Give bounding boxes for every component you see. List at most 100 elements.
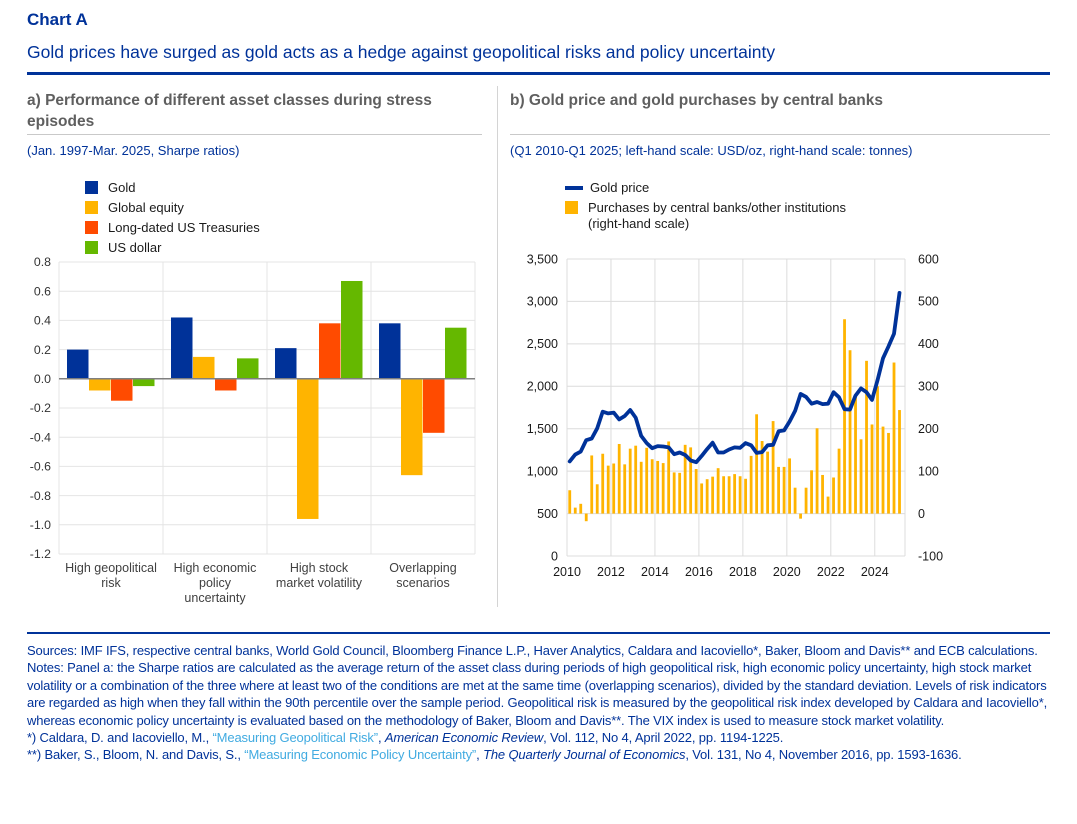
bar [573, 507, 577, 514]
bar [612, 463, 616, 514]
legend-item-purchases: Purchases by central banks/other institu… [565, 200, 1050, 232]
bar [865, 360, 868, 514]
footer-text: **) Baker, S., Bloom, N. and Davis, S., [27, 747, 245, 763]
footer-link[interactable]: “Measuring Geopolitical Risk” [212, 730, 379, 746]
svg-text:High geopolitical: High geopolitical [65, 561, 157, 575]
svg-text:0.2: 0.2 [34, 343, 51, 357]
bar [111, 378, 133, 401]
bar [623, 464, 627, 514]
legend-item-us-treasuries: Long-dated US Treasuries [85, 220, 482, 236]
svg-text:2020: 2020 [773, 565, 801, 579]
bar [705, 479, 709, 514]
footer-reference-2: **) Baker, S., Bloom, N. and Davis, S., … [27, 746, 1050, 763]
bar [843, 319, 846, 514]
us-dollar-swatch-icon [85, 241, 98, 254]
footer-text: Sources: IMF IFS, respective central ban… [27, 643, 1038, 658]
bar [694, 469, 698, 514]
bar [848, 350, 852, 514]
bar [678, 472, 682, 514]
svg-text:High stock: High stock [290, 561, 349, 575]
bar [738, 476, 742, 514]
us-treasuries-swatch-icon [85, 221, 98, 234]
bar [650, 459, 654, 514]
svg-text:-0.8: -0.8 [30, 489, 51, 503]
panels-row: a) Performance of different asset classe… [27, 83, 1050, 615]
bottom-rule [27, 632, 1050, 634]
purchases-swatch-icon [565, 201, 578, 214]
bar [275, 348, 297, 379]
right-axis-ticks: -100 0 100 200 300 400 500 600 [918, 252, 943, 563]
bar [133, 378, 155, 387]
bar [722, 476, 726, 514]
bar [67, 349, 89, 379]
panel-b-subtitle: (Q1 2010-Q1 2025; left-hand scale: USD/o… [510, 143, 913, 158]
bar [401, 378, 423, 476]
bar [297, 378, 319, 519]
bars-global-equity [89, 356, 423, 519]
svg-text:-0.4: -0.4 [30, 430, 51, 444]
svg-text:0.6: 0.6 [34, 284, 51, 298]
bar [89, 378, 111, 391]
panel-b: b) Gold price and gold purchases by cent… [510, 83, 1050, 615]
left-axis-ticks: 0 500 1,000 1,500 2,000 2,500 3,000 3,500 [527, 252, 558, 563]
bar [672, 472, 676, 514]
bar [711, 476, 715, 514]
svg-text:2010: 2010 [553, 565, 581, 579]
bar [568, 490, 572, 514]
legend-item-gold-price: Gold price [565, 180, 1050, 196]
svg-text:300: 300 [918, 380, 939, 394]
footer-text: , [377, 730, 385, 746]
panel-a-legend: Gold Global equity Long-dated US Treasur… [85, 180, 482, 255]
footer-notes-text: Notes: Panel a: the Sharpe ratios are ca… [27, 659, 1050, 729]
bar [771, 421, 775, 514]
y-axis-ticks: 0.8 0.6 0.4 0.2 0.0 -0.2 -0.4 -0.6 -0.8 -1.0 -1.2 [30, 255, 51, 561]
gold-price-line-swatch-icon [565, 186, 583, 190]
bar [744, 478, 748, 514]
panel-a: a) Performance of different asset classe… [27, 83, 482, 615]
bar [793, 487, 797, 514]
chart-figure: Chart A Gold prices have surged as gold … [0, 10, 1077, 764]
chart-title: Gold prices have surged as gold acts as … [27, 42, 776, 62]
bar [887, 432, 890, 514]
panel-divider [497, 86, 498, 607]
group-separators [58, 262, 476, 554]
footer-link[interactable]: “Measuring Economic Policy Uncertainty” [244, 747, 477, 763]
bar [716, 468, 720, 514]
panel-a-chart: 0.8 0.6 0.4 0.2 0.0 -0.2 -0.4 -0.6 -0.8 -1.0 -1.2 H… [30, 255, 476, 605]
gold-price-line [567, 291, 902, 465]
bar [826, 496, 830, 514]
svg-text:-1.2: -1.2 [30, 547, 51, 561]
bar [804, 487, 808, 514]
legend-item-global-equity: Global equity [85, 200, 482, 216]
footer-reference-1: *) Caldara, D. and Iacoviello, M., “Meas… [27, 729, 1050, 746]
legend-item-gold: Gold [85, 180, 482, 196]
svg-text:2022: 2022 [817, 565, 845, 579]
svg-text:-1.0: -1.0 [30, 518, 51, 532]
legend-label: Long-dated US Treasuries [108, 220, 260, 235]
bar [667, 441, 671, 514]
svg-text:2024: 2024 [861, 565, 889, 579]
svg-text:2016: 2016 [685, 565, 713, 579]
svg-text:500: 500 [918, 295, 939, 309]
legend-item-us-dollar: US dollar [85, 240, 482, 256]
bar [634, 445, 638, 514]
legend-label: Purchases by central banks/other institu… [588, 200, 846, 231]
bar [810, 470, 813, 514]
svg-text:-100: -100 [918, 549, 943, 563]
bar [815, 428, 819, 514]
svg-text:risk: risk [101, 576, 121, 590]
panel-b-legend: Gold price Purchases by central banks/ot… [565, 180, 1050, 252]
bar [579, 503, 583, 514]
svg-text:uncertainty: uncertainty [184, 591, 246, 605]
legend-label: Gold [108, 180, 136, 195]
bar [788, 458, 791, 514]
bar [379, 323, 401, 379]
bar [606, 465, 610, 514]
bar [700, 483, 704, 514]
bar [215, 378, 237, 391]
panel-a-title: a) Performance of different asset classe… [27, 92, 432, 130]
bar [881, 426, 885, 514]
footer-sources: Sources: IMF IFS, respective central ban… [27, 642, 1050, 659]
bar [661, 463, 665, 514]
bars-gold [67, 317, 401, 379]
